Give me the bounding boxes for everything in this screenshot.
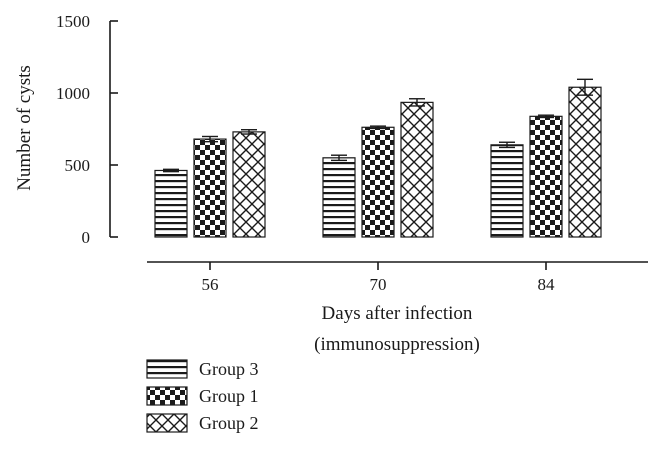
bar [400, 101, 434, 238]
legend: Group 3 Group 1 Group 2 [146, 359, 259, 433]
bar [490, 144, 524, 238]
y-tick-label: 1000 [56, 84, 90, 103]
y-tick-label: 0 [82, 228, 91, 247]
legend-swatch [146, 386, 188, 406]
legend-label: Group 1 [199, 386, 259, 406]
y-axis: 0 500 1000 1500 [56, 12, 118, 247]
x-axis: 56 70 84 [147, 261, 648, 294]
y-tick-label: 1500 [56, 12, 90, 31]
x-axis-title-line1: Days after infection [322, 303, 473, 324]
bar [322, 157, 356, 238]
bar [529, 115, 563, 238]
legend-label: Group 2 [199, 413, 259, 433]
y-tick-label: 500 [65, 156, 91, 175]
bar [232, 131, 266, 238]
bar [193, 138, 227, 238]
bars-group [154, 86, 602, 238]
bar [361, 126, 395, 238]
legend-swatch [146, 413, 188, 433]
x-tick-label: 84 [538, 275, 556, 294]
legend-label: Group 3 [199, 359, 259, 379]
error-bars-group [163, 78, 593, 173]
x-tick-label: 56 [202, 275, 219, 294]
bar [154, 169, 188, 238]
x-axis-title-line2: (immunosuppression) [314, 334, 480, 355]
legend-swatch [146, 359, 188, 379]
x-tick-label: 70 [370, 275, 387, 294]
y-axis-title: Number of cysts [14, 65, 35, 191]
bar [568, 86, 602, 238]
